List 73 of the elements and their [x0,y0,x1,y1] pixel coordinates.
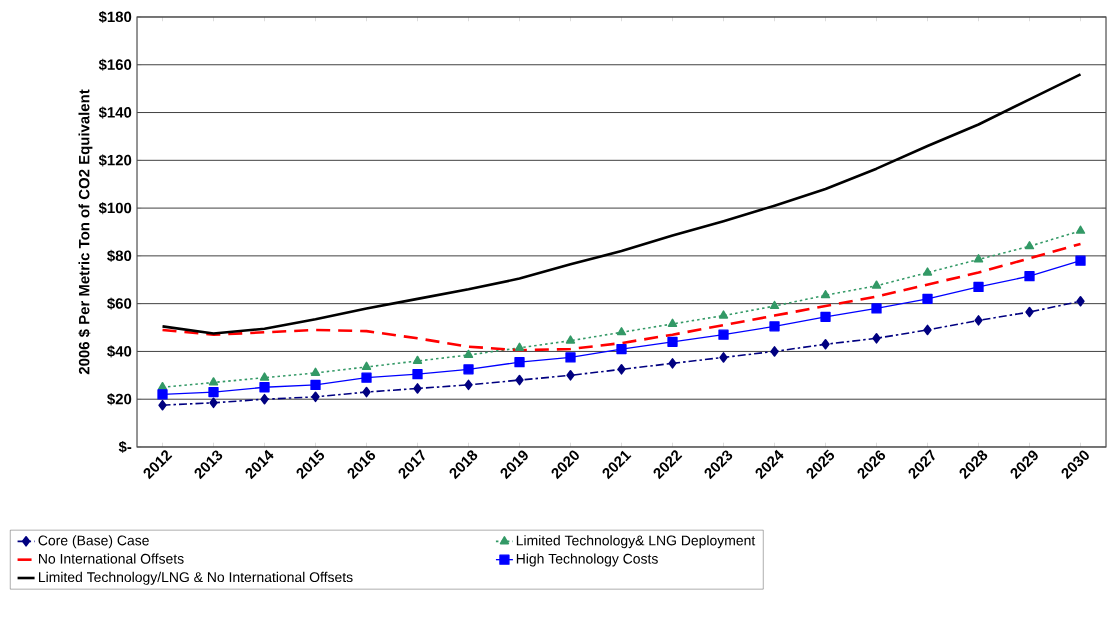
line-series [161,73,1082,335]
y-tick-label: $60 [107,297,132,310]
point [514,342,525,351]
point [922,293,933,305]
point [1075,225,1086,234]
point [464,379,473,391]
point [1076,295,1085,307]
point [667,318,678,328]
point [1024,271,1035,282]
point [157,389,168,400]
point [770,346,779,357]
point [361,372,372,383]
point [412,368,423,380]
point [820,311,831,322]
y-tick-label: $180 [98,10,132,24]
y-tick-label: $40 [107,345,132,358]
point [617,364,626,375]
point [718,310,729,319]
point [719,352,728,363]
point [565,352,576,363]
y-tick-label: $80 [107,249,132,262]
point [973,254,984,263]
point [821,338,830,350]
point [667,336,678,348]
point [259,382,270,393]
y-tick-label: $160 [98,58,132,71]
legend-label: No International Offsets [39,553,184,564]
point [718,329,729,340]
point [566,370,575,381]
y-tick-label: $20 [107,393,132,406]
point [208,377,219,386]
point [1075,255,1086,266]
point [413,383,422,394]
legend-label: Limited Technology/LNG & No International Offsets [39,571,353,585]
point [310,379,321,391]
point [565,335,576,344]
point [1024,241,1035,250]
y-tick-label: $140 [98,106,132,119]
point [668,358,677,369]
point [311,391,320,403]
y-tick-label: $120 [98,154,132,167]
point [260,393,269,405]
point [209,397,218,409]
point [463,349,474,359]
y-axis-title: 2006 $ Per Metric Ton of CO2 Equivalent [78,89,93,375]
point [259,372,270,381]
y-tick-label: $- [118,440,132,454]
point [871,303,882,314]
legend-label: High Technology Costs [516,553,658,567]
point [412,355,423,365]
point [769,321,780,332]
legend-label: Core (Base) Case [38,535,149,549]
point [1025,306,1034,318]
legend-label: Limited Technology& LNG Deployment [516,535,756,549]
point [923,324,932,336]
point [871,280,882,289]
point [616,327,627,336]
point [158,399,167,411]
point [820,289,831,299]
point [361,361,372,371]
point [973,281,984,293]
point [310,367,321,376]
point [769,300,780,310]
y-tick-label: $100 [98,201,132,215]
point [362,386,371,398]
point [616,343,627,355]
point [208,386,219,398]
point [514,357,525,368]
point [872,332,881,344]
point [974,315,983,326]
point [922,267,933,276]
point [515,374,524,386]
point [463,364,474,375]
